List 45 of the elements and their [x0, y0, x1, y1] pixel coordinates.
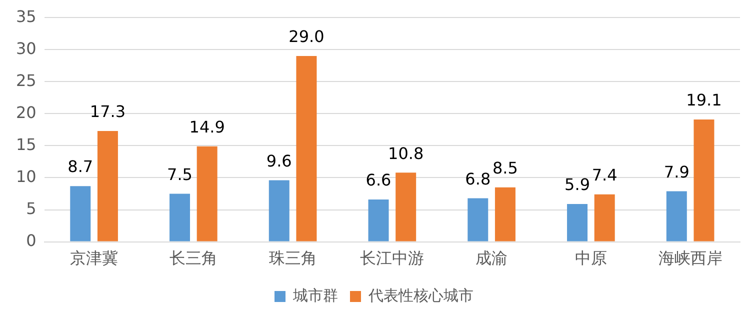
bar	[296, 56, 317, 242]
x-tick-label: 成渝	[476, 248, 508, 268]
y-tick-label: 10	[16, 166, 36, 186]
bar	[694, 119, 714, 242]
text: 29.0	[288, 27, 324, 46]
text: 19.1	[686, 90, 722, 110]
y-tick-label: 25	[16, 70, 36, 90]
text: 8.5	[492, 158, 518, 178]
text: 9.6	[266, 151, 292, 170]
text: 17.3	[90, 102, 126, 122]
x-tick-label: 长三角	[169, 248, 218, 268]
y-tick-label: 30	[16, 38, 36, 58]
y-tick-label: 15	[16, 134, 36, 154]
text: 8.7	[68, 157, 94, 176]
bar	[70, 186, 91, 242]
text: 10.8	[388, 144, 424, 163]
bar	[594, 194, 615, 242]
x-tick-label: 长江中游	[360, 248, 424, 268]
bar	[368, 200, 389, 242]
text: 7.5	[167, 164, 192, 184]
bar	[97, 130, 118, 242]
x-tick-label: 中原	[574, 248, 607, 268]
bar	[268, 180, 290, 242]
text: 6.6	[366, 170, 392, 190]
y-tick-label: 0	[26, 230, 36, 250]
bar	[170, 194, 190, 242]
y-tick-label: 5	[26, 198, 36, 218]
text: 6.8	[465, 169, 491, 188]
bar	[567, 204, 588, 242]
bar	[666, 191, 687, 242]
bar	[468, 198, 488, 242]
text: 7.9	[664, 162, 690, 182]
text: 14.9	[189, 118, 225, 137]
bar	[196, 146, 218, 242]
x-tick-label: 珠三角	[268, 248, 317, 268]
x-tick-label: 京津冀	[70, 248, 118, 268]
text: 7.4	[592, 166, 618, 185]
bar	[494, 187, 516, 242]
legend-label: 代表性核心城市	[368, 286, 474, 304]
text: 5.9	[564, 175, 590, 194]
y-tick-label: 35	[16, 6, 36, 26]
y-tick-label: 20	[16, 102, 36, 122]
bar	[396, 172, 416, 242]
x-tick-label: 海峡西岸	[658, 248, 722, 268]
legend-label: 城市群	[292, 286, 338, 304]
